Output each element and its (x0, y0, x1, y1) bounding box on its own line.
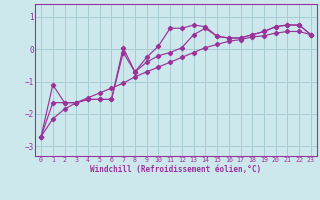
X-axis label: Windchill (Refroidissement éolien,°C): Windchill (Refroidissement éolien,°C) (91, 165, 261, 174)
